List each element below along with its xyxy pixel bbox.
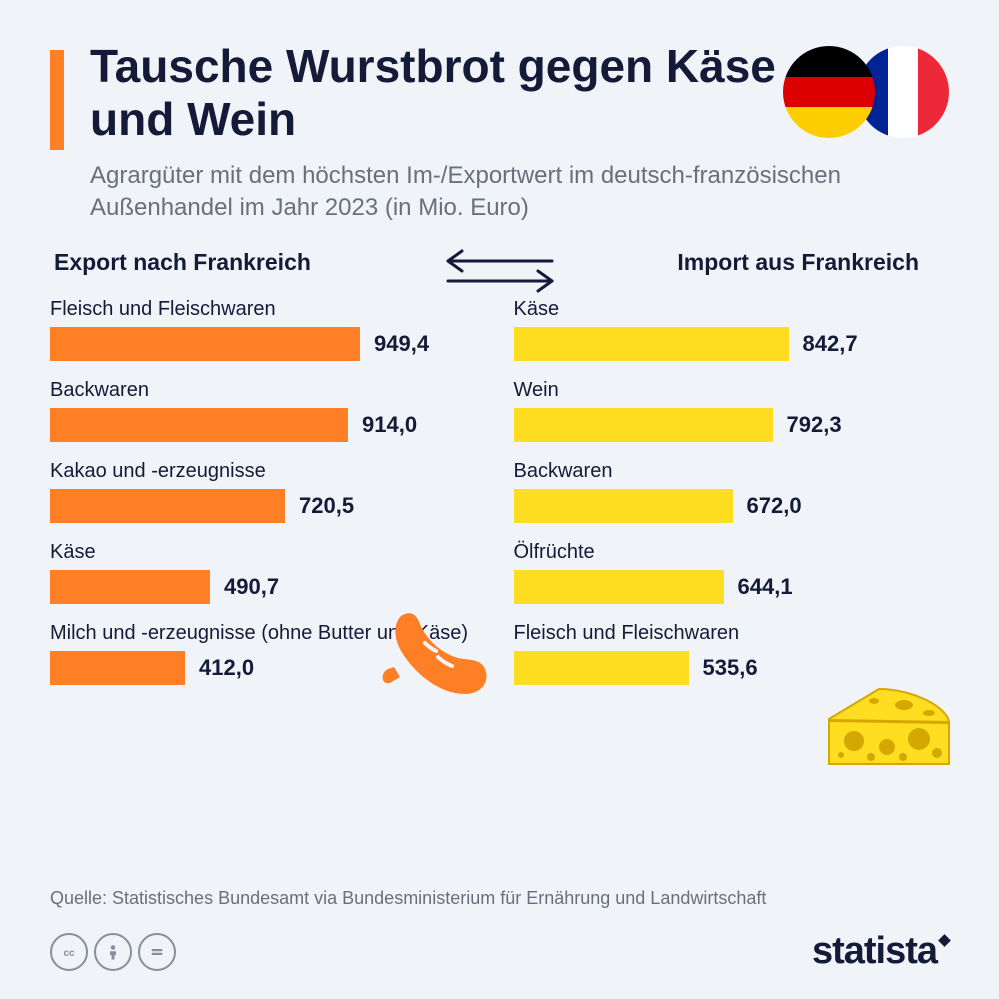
statista-logo: statista <box>812 930 949 973</box>
import-column: Import aus Frankreich Käse 842,7 Wein 792,3… <box>500 249 950 703</box>
bar-label: Backwaren <box>514 460 950 483</box>
cc-by-icon <box>94 933 132 971</box>
bar <box>50 327 360 361</box>
import-title: Import aus Frankreich <box>514 249 950 276</box>
bar-value: 535,6 <box>703 655 758 681</box>
bar-wrap: 720,5 <box>50 489 486 523</box>
bar-label: Backwaren <box>50 379 486 402</box>
bar-value: 412,0 <box>199 655 254 681</box>
cc-nd-icon <box>138 933 176 971</box>
bar-row: Ölfrüchte 644,1 <box>514 541 950 604</box>
bar <box>514 651 689 685</box>
bar-label: Fleisch und Fleischwaren <box>50 298 486 321</box>
bar <box>514 570 724 604</box>
bar <box>514 489 733 523</box>
bar-value: 949,4 <box>374 331 429 357</box>
export-column: Export nach Frankreich Fleisch und Fleis… <box>50 249 500 703</box>
exchange-arrows-icon <box>430 247 570 298</box>
bar-value: 490,7 <box>224 574 279 600</box>
bar-label: Käse <box>50 541 486 564</box>
sausage-icon <box>370 599 500 714</box>
bar <box>50 489 285 523</box>
bar <box>50 408 348 442</box>
bar-wrap: 672,0 <box>514 489 950 523</box>
footer: cc statista <box>50 930 949 973</box>
accent-bar <box>50 50 64 150</box>
export-title: Export nach Frankreich <box>50 249 486 276</box>
bar-value: 720,5 <box>299 493 354 519</box>
bar-row: Fleisch und Fleischwaren 949,4 <box>50 298 486 361</box>
svg-text:cc: cc <box>63 948 75 959</box>
bar-wrap: 644,1 <box>514 570 950 604</box>
cc-badges: cc <box>50 933 176 971</box>
bar-label: Fleisch und Fleischwaren <box>514 622 950 645</box>
bar-value: 644,1 <box>738 574 793 600</box>
bar-value: 842,7 <box>803 331 858 357</box>
bar-label: Kakao und -erzeugnisse <box>50 460 486 483</box>
bar-label: Ölfrüchte <box>514 541 950 564</box>
bar-row: Backwaren 672,0 <box>514 460 950 523</box>
header: Tausche Wurstbrot gegen Käse und Wein Ag… <box>90 40 949 225</box>
flags <box>783 46 949 138</box>
bar-label: Wein <box>514 379 950 402</box>
bar-wrap: 792,3 <box>514 408 950 442</box>
bar-row: Fleisch und Fleischwaren 535,6 <box>514 622 950 685</box>
bar-row: Käse 842,7 <box>514 298 950 361</box>
bar-value: 672,0 <box>747 493 802 519</box>
source-line: Quelle: Statistisches Bundesamt via Bund… <box>50 888 766 909</box>
page-title: Tausche Wurstbrot gegen Käse und Wein <box>90 40 790 146</box>
bar-row: Wein 792,3 <box>514 379 950 442</box>
bar-row: Backwaren 914,0 <box>50 379 486 442</box>
chart-area: Export nach Frankreich Fleisch und Fleis… <box>50 249 949 703</box>
subtitle: Agrargüter mit dem höchsten Im-/Exportwe… <box>90 160 850 225</box>
bar <box>514 327 789 361</box>
bar <box>50 651 185 685</box>
bar-wrap: 842,7 <box>514 327 950 361</box>
bar-value: 792,3 <box>787 412 842 438</box>
bar-wrap: 949,4 <box>50 327 486 361</box>
import-bars: Käse 842,7 Wein 792,3 Backwaren 672,0 Ölfrücht… <box>514 298 950 685</box>
cc-icon: cc <box>50 933 88 971</box>
bar-row: Kakao und -erzeugnisse 720,5 <box>50 460 486 523</box>
bar <box>514 408 773 442</box>
infographic-container: Tausche Wurstbrot gegen Käse und Wein Ag… <box>0 0 999 999</box>
bar-wrap: 914,0 <box>50 408 486 442</box>
bar-label: Käse <box>514 298 950 321</box>
bar-row: Käse 490,7 <box>50 541 486 604</box>
cheese-icon <box>819 679 959 784</box>
flag-germany-icon <box>783 46 875 138</box>
bar-value: 914,0 <box>362 412 417 438</box>
bar <box>50 570 210 604</box>
